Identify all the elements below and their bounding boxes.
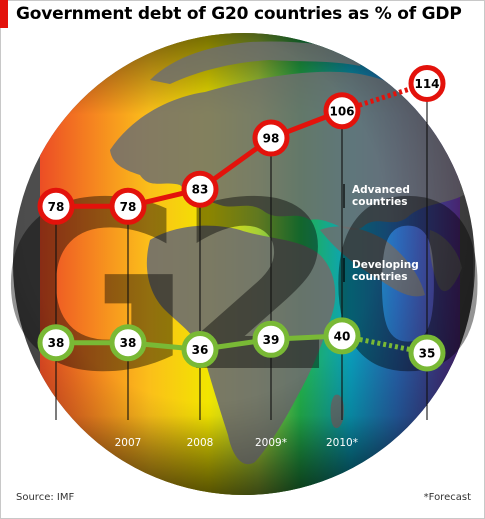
legend-advanced-label: Advanced countries [352, 184, 410, 208]
marker-ring-developing [181, 331, 219, 369]
source-note: Source: IMF [16, 492, 75, 503]
data-label-advanced-2: 78 [120, 200, 137, 214]
tick-label-1: 2006 [43, 437, 70, 449]
marker-ring-advanced [37, 187, 75, 225]
data-label-developing-1: 38 [48, 336, 65, 350]
data-label-developing-5: 40 [334, 329, 351, 343]
title-area: Government debt of G20 countries as % of… [0, 0, 485, 30]
marker-ring-developing [109, 324, 147, 362]
marker-ring-advanced [181, 170, 219, 208]
data-label-advanced-5: 106 [329, 104, 354, 118]
marker-ring-developing [323, 317, 361, 355]
tick-label-5: 2010* [326, 437, 358, 449]
background-g20-text: G20 [0, 153, 478, 423]
data-label-developing-3: 36 [192, 343, 209, 357]
legend-developing-label: Developing countries [352, 259, 419, 283]
marker-ring-advanced [109, 187, 147, 225]
marker-developing-1: 38 [37, 324, 75, 362]
tick-label-2: 2007 [115, 437, 142, 449]
marker-ring-developing [252, 320, 290, 358]
marker-advanced-4: 98 [252, 119, 290, 157]
data-label-advanced-3: 83 [192, 183, 209, 197]
marker-advanced-6: 114 [408, 64, 446, 102]
data-label-advanced-1: 78 [48, 200, 65, 214]
marker-developing-6: 35 [408, 334, 446, 372]
forecast-footnote: *Forecast [423, 492, 471, 503]
marker-developing-3: 36 [181, 331, 219, 369]
data-label-developing-4: 39 [263, 333, 280, 347]
data-label-developing-6: 35 [419, 346, 436, 360]
marker-ring-advanced [408, 64, 446, 102]
chart-title: Government debt of G20 countries as % of… [16, 4, 462, 24]
marker-developing-2: 38 [109, 324, 147, 362]
title-accent-bar [0, 0, 8, 28]
marker-advanced-5: 106 [323, 92, 361, 130]
data-label-advanced-6: 114 [414, 77, 439, 91]
marker-developing-5: 40 [323, 317, 361, 355]
marker-advanced-2: 78 [109, 187, 147, 225]
x-axis-tick-labels: 2006 2007 2008 2009* 2010* 2014* [43, 437, 443, 449]
marker-developing-4: 39 [252, 320, 290, 358]
legend-developing: Developing countries [343, 258, 419, 283]
data-label-developing-2: 38 [120, 336, 137, 350]
tick-label-4: 2009* [255, 437, 287, 449]
data-label-advanced-4: 98 [263, 132, 280, 146]
marker-advanced-1: 78 [37, 187, 75, 225]
marker-ring-developing [37, 324, 75, 362]
legend-advanced: Advanced countries [343, 184, 410, 208]
marker-ring-developing [408, 334, 446, 372]
marker-ring-advanced [252, 119, 290, 157]
globe-shading [13, 33, 473, 495]
marker-ring-advanced [323, 92, 361, 130]
marker-advanced-3: 83 [181, 170, 219, 208]
data-markers: 78 78 83 98 106 114 38 38 36 39 40 35 [37, 64, 446, 372]
tick-label-3: 2008 [187, 437, 214, 449]
tick-label-6: 2014* [411, 437, 443, 449]
